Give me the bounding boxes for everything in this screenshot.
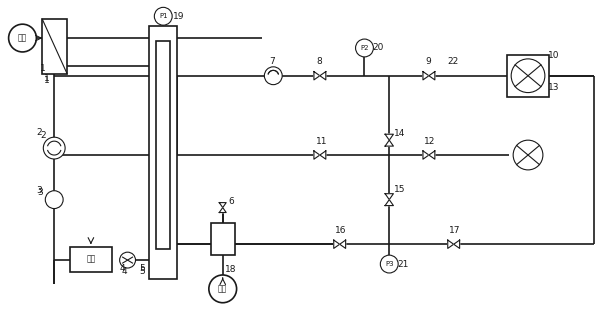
Polygon shape (340, 240, 346, 249)
Text: 排水: 排水 (86, 255, 96, 264)
Polygon shape (385, 140, 393, 146)
Text: 20: 20 (372, 43, 384, 53)
Text: 1: 1 (45, 76, 50, 85)
Text: 4: 4 (120, 264, 125, 273)
Circle shape (513, 140, 543, 170)
Bar (507, 55, 549, 97)
Circle shape (43, 137, 65, 159)
Text: 18: 18 (224, 264, 236, 274)
Polygon shape (448, 240, 454, 249)
Text: 10: 10 (548, 51, 559, 61)
Text: 6: 6 (229, 197, 234, 206)
Polygon shape (454, 240, 459, 249)
Polygon shape (423, 72, 429, 80)
Circle shape (45, 191, 63, 209)
Polygon shape (320, 151, 326, 159)
Polygon shape (320, 72, 326, 80)
Text: 3: 3 (37, 188, 43, 197)
Text: 4: 4 (121, 267, 127, 275)
Text: 2: 2 (40, 131, 46, 140)
Text: 21: 21 (397, 260, 409, 268)
Text: 进气: 进气 (218, 284, 228, 293)
Text: 15: 15 (394, 185, 406, 194)
Text: 14: 14 (394, 129, 406, 138)
Text: 5: 5 (140, 264, 145, 273)
Polygon shape (429, 151, 435, 159)
Bar (42, 19, 67, 74)
Polygon shape (219, 208, 226, 212)
Text: 3: 3 (37, 186, 42, 195)
Circle shape (356, 39, 373, 57)
Bar (211, 223, 235, 255)
Text: P3: P3 (385, 261, 393, 267)
Text: 19: 19 (173, 12, 185, 21)
Circle shape (380, 255, 398, 273)
Text: P1: P1 (159, 13, 168, 19)
Bar (156, 41, 170, 249)
Polygon shape (385, 194, 393, 200)
Text: 7: 7 (270, 57, 275, 66)
Circle shape (9, 24, 37, 52)
Polygon shape (314, 72, 320, 80)
Text: P2: P2 (361, 45, 368, 51)
Circle shape (209, 275, 237, 303)
Circle shape (511, 59, 545, 93)
Bar (70, 247, 112, 272)
Circle shape (264, 67, 282, 85)
Polygon shape (219, 203, 226, 208)
Circle shape (154, 7, 172, 25)
Text: 进水: 进水 (18, 34, 27, 42)
Polygon shape (314, 151, 320, 159)
Text: 1: 1 (45, 74, 50, 83)
Text: 12: 12 (424, 137, 436, 146)
Polygon shape (423, 151, 429, 159)
Text: 9: 9 (425, 57, 431, 66)
Polygon shape (334, 240, 340, 249)
Text: 13: 13 (548, 83, 559, 92)
Text: 17: 17 (449, 226, 460, 235)
Text: 16: 16 (335, 226, 346, 235)
Text: 1: 1 (40, 64, 46, 73)
Polygon shape (385, 200, 393, 206)
Polygon shape (429, 72, 435, 80)
Polygon shape (385, 134, 393, 140)
Circle shape (120, 252, 135, 268)
Text: 2: 2 (37, 128, 42, 137)
Text: 5: 5 (140, 267, 145, 275)
Text: 22: 22 (448, 57, 459, 66)
Text: 8: 8 (316, 57, 321, 66)
Text: 11: 11 (316, 137, 328, 146)
Bar (149, 26, 177, 279)
